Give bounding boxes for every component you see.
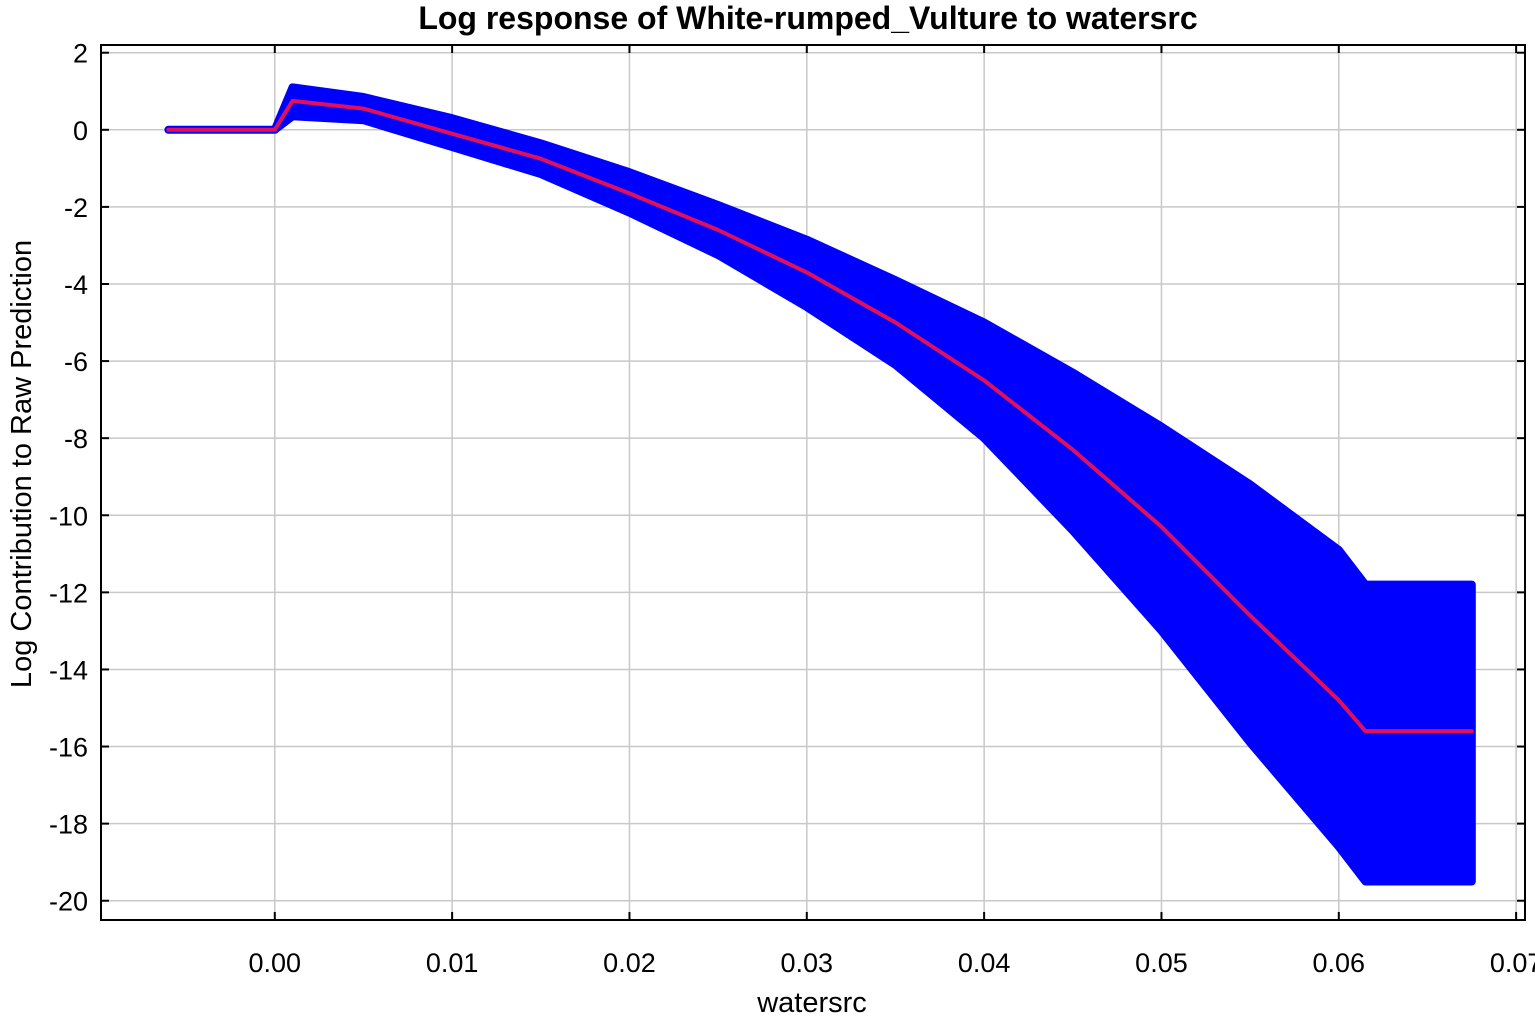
x-tick-label: 0.04 bbox=[958, 948, 1011, 978]
y-tick-label: -18 bbox=[49, 810, 88, 840]
x-tick-label: 0.00 bbox=[249, 948, 302, 978]
y-tick-label: 0 bbox=[73, 116, 88, 146]
y-tick-label: -16 bbox=[49, 733, 88, 763]
y-tick-label: -12 bbox=[49, 578, 88, 608]
y-axis-label: Log Contribution to Raw Prediction bbox=[6, 240, 38, 688]
x-tick-label: 0.05 bbox=[1135, 948, 1188, 978]
y-tick-label: -14 bbox=[49, 655, 88, 685]
x-axis-label: watersrc bbox=[756, 987, 867, 1018]
plot-area: 0.00 0.01 0.02 0.03 0.04 0.05 0.06 0.07 2 0 -2 -4 -6… bbox=[49, 39, 1535, 978]
y-tick-label: -6 bbox=[64, 347, 88, 377]
plot-frame bbox=[100, 44, 1526, 921]
y-tick-label: -8 bbox=[64, 424, 88, 454]
chart-title: Log response of White-rumped_Vulture to … bbox=[418, 0, 1197, 36]
y-tick-label: 2 bbox=[73, 39, 88, 69]
x-tick-label: 0.06 bbox=[1313, 948, 1366, 978]
y-tick-label: -4 bbox=[64, 270, 88, 300]
x-tick-label: 0.02 bbox=[603, 948, 656, 978]
x-tick-label: 0.07 bbox=[1490, 948, 1535, 978]
y-tick-label: -20 bbox=[49, 887, 88, 917]
y-tick-label: -10 bbox=[49, 501, 88, 531]
y-tick-label: -2 bbox=[64, 193, 88, 223]
x-tick-label: 0.01 bbox=[426, 948, 479, 978]
mean-response-line bbox=[166, 98, 1474, 734]
x-tick-label: 0.03 bbox=[781, 948, 834, 978]
